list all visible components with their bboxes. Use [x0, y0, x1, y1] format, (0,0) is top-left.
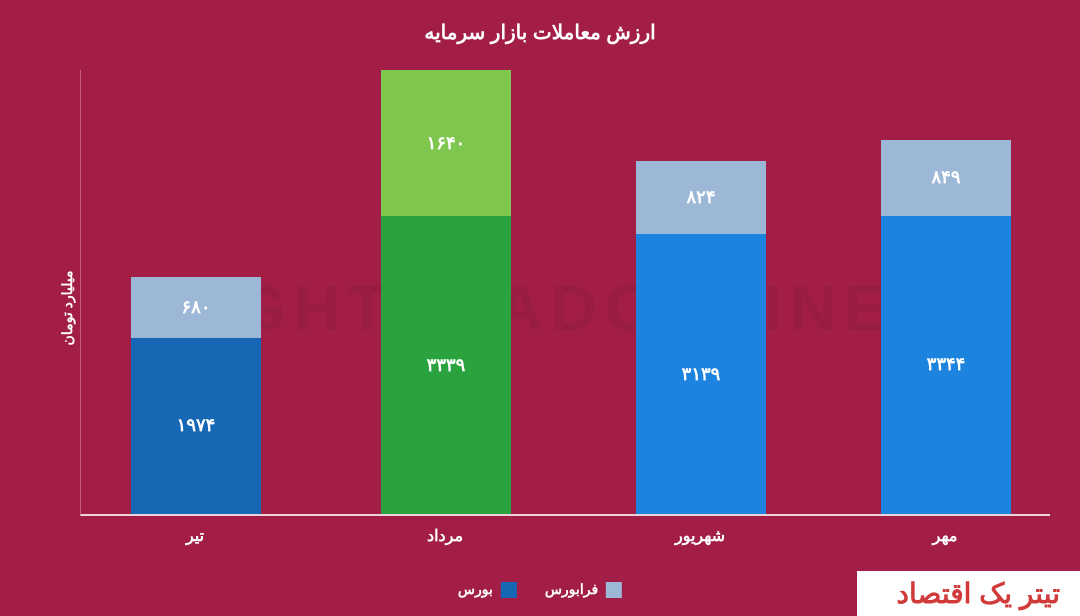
bar-group: ۳۱۳۹ ۸۲۴ — [636, 161, 766, 514]
x-axis-label: شهریور — [635, 526, 765, 546]
legend-label: بورس — [458, 581, 493, 598]
bar-group: ۳۳۳۹ ۱۶۴۰ — [381, 70, 511, 514]
legend-label: فرابورس — [545, 581, 598, 598]
legend-item: بورس — [458, 581, 517, 598]
bar-value-label: ۸۴۹ — [932, 167, 961, 188]
bar-value-label: ۱۹۷۴ — [177, 415, 216, 436]
bar-segment: ۸۴۹ — [881, 140, 1011, 216]
bar-group: ۳۳۴۴ ۸۴۹ — [881, 140, 1011, 514]
bar-value-label: ۸۲۴ — [687, 187, 716, 208]
bar-segment: ۳۳۳۹ — [381, 216, 511, 514]
bar-segment: ۶۸۰ — [131, 277, 261, 338]
footer-badge: تیتر یک اقتصاد — [857, 571, 1080, 616]
bar-segment: ۱۶۴۰ — [381, 70, 511, 216]
y-axis-label: میلیارد تومان — [59, 271, 76, 346]
legend-item: فرابورس — [545, 581, 622, 598]
bar-value-label: ۳۳۳۹ — [427, 355, 466, 376]
bar-value-label: ۳۱۳۹ — [682, 364, 721, 385]
bar-segment: ۳۱۳۹ — [636, 234, 766, 514]
bar-segment: ۸۲۴ — [636, 161, 766, 235]
chart-title: ارزش معاملات بازار سرمایه — [0, 0, 1080, 45]
x-axis-labels: تیر مرداد شهریور مهر — [80, 526, 1050, 556]
bar-value-label: ۳۳۴۴ — [927, 354, 966, 375]
bar-value-label: ۶۸۰ — [182, 297, 211, 318]
x-axis-label: مهر — [880, 526, 1010, 546]
bar-group: ۱۹۷۴ ۶۸۰ — [131, 277, 261, 514]
legend: فرابورس بورس — [458, 581, 622, 598]
x-axis-label: مرداد — [380, 526, 510, 546]
bar-value-label: ۱۶۴۰ — [427, 133, 466, 154]
bar-segment: ۳۳۴۴ — [881, 216, 1011, 514]
bar-segment: ۱۹۷۴ — [131, 338, 261, 514]
x-axis-label: تیر — [130, 526, 260, 546]
chart-plot-area: ۱۹۷۴ ۶۸۰ ۳۳۳۹ ۱۶۴۰ ۳۱۳۹ ۸۲۴ ۳۳۴۴ ۸۴۹ — [80, 70, 1050, 516]
legend-swatch — [501, 582, 517, 598]
legend-swatch — [606, 582, 622, 598]
